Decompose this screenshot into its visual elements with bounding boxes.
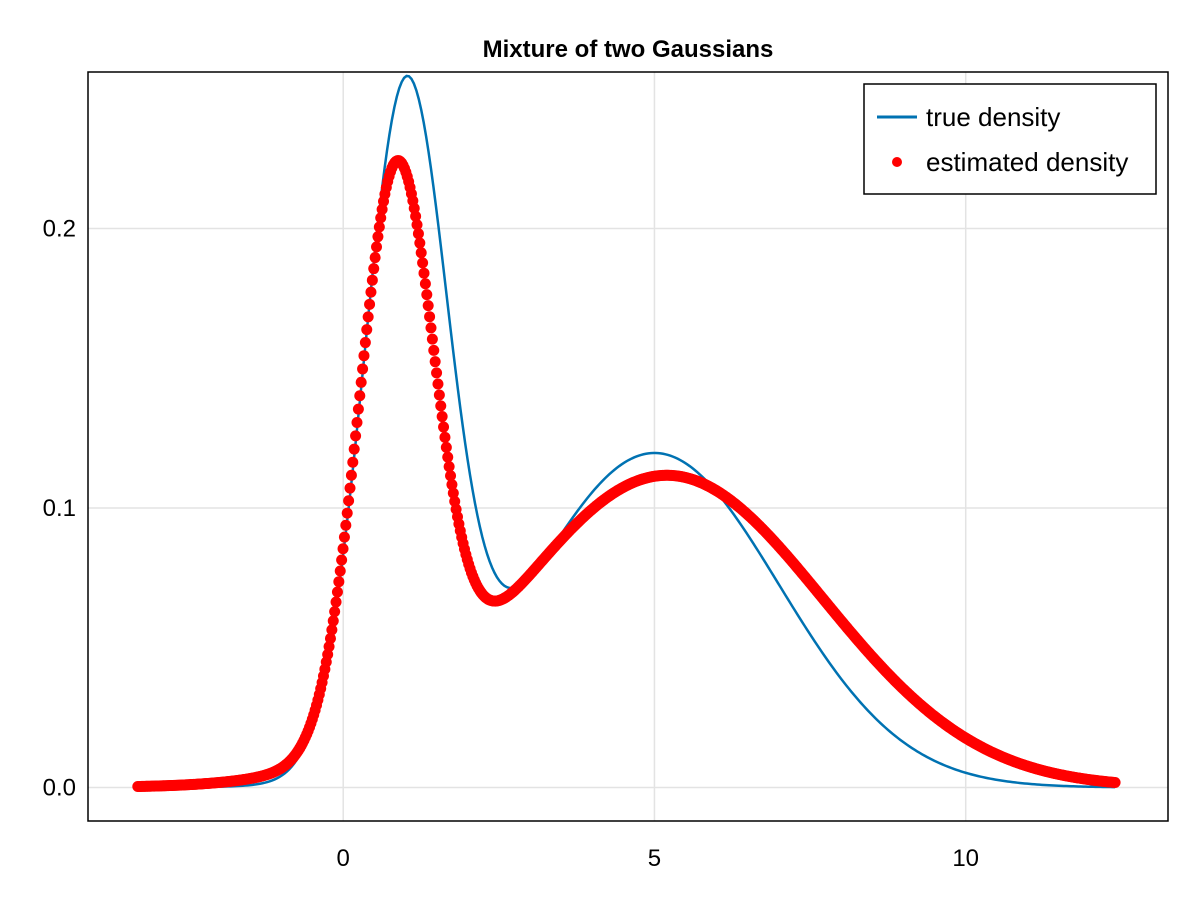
plot-series (132, 74, 1121, 792)
estimated-density-point (362, 311, 374, 323)
estimated-density-point (445, 470, 457, 482)
estimated-density-point (443, 461, 455, 473)
legend-label-true-density: true density (926, 102, 1060, 132)
estimated-density-point (369, 252, 381, 264)
estimated-density-point (347, 456, 359, 468)
estimated-density-point (351, 417, 363, 429)
plot-frame (87, 71, 1169, 822)
estimated-density-point (1109, 777, 1121, 789)
estimated-density-point (350, 430, 362, 442)
estimated-density-point (442, 451, 454, 463)
estimated-density-point (344, 482, 356, 494)
estimated-density-point (357, 363, 369, 375)
y-tick-label: 0.2 (43, 216, 76, 243)
estimated-density-point (412, 228, 424, 240)
estimated-density-point (422, 300, 434, 312)
estimated-density-point (331, 586, 343, 598)
estimated-density-point (368, 263, 380, 275)
estimated-density-point (426, 333, 438, 345)
estimated-density-point (323, 641, 335, 653)
estimated-density-point (421, 289, 433, 301)
estimated-density-point (365, 286, 377, 298)
estimated-density-point (418, 267, 430, 279)
estimated-density-point (371, 241, 383, 253)
estimated-density-point (432, 378, 444, 390)
estimated-density-point (336, 554, 348, 566)
estimated-density-point (364, 298, 376, 310)
grid-lines (88, 72, 1168, 821)
estimated-density-point (327, 615, 339, 627)
y-tick-label: 0.0 (43, 774, 76, 801)
estimated-density-point (352, 403, 364, 415)
estimated-density-point (355, 376, 367, 388)
estimated-density-point (436, 411, 448, 423)
series-estimated-density (132, 155, 1121, 792)
estimated-density-point (431, 367, 443, 379)
legend: true density estimated density (863, 83, 1157, 195)
estimated-density-point (337, 543, 349, 555)
estimated-density-point (329, 606, 341, 618)
estimated-density-point (447, 487, 459, 499)
estimated-density-point (438, 421, 450, 433)
estimated-density-point (433, 389, 445, 401)
estimated-density-point (341, 507, 353, 519)
y-tick-label: 0.1 (43, 495, 76, 522)
estimated-density-point (358, 350, 370, 362)
estimated-density-point (340, 519, 352, 531)
estimated-density-point (345, 469, 357, 481)
estimated-density-point (410, 210, 422, 222)
estimated-density-point (419, 278, 431, 290)
x-tick-label: 0 (337, 845, 350, 872)
chart-title: Mixture of two Gaussians (483, 36, 774, 63)
axis-ticks: 0 5 10 0.0 0.1 0.2 (43, 216, 979, 872)
estimated-density-point (333, 576, 345, 588)
estimated-density-point (425, 322, 437, 334)
estimated-density-point (354, 390, 366, 402)
estimated-density-point (373, 221, 385, 233)
estimated-density-point (429, 356, 441, 368)
estimated-density-point (338, 531, 350, 543)
estimated-density-point (326, 624, 338, 636)
estimated-density-point (424, 311, 436, 323)
estimated-density-point (428, 344, 440, 356)
estimated-density-point (330, 596, 342, 608)
legend-box (863, 83, 1157, 195)
estimated-density-point (372, 231, 384, 243)
estimated-density-point (414, 237, 426, 249)
estimated-density-point (446, 479, 458, 491)
estimated-density-point (359, 337, 371, 349)
estimated-density-point (343, 495, 355, 507)
estimated-density-point (440, 441, 452, 453)
legend-swatch-estimated-density (892, 157, 902, 167)
estimated-density-point (334, 565, 346, 577)
estimated-density-point (361, 324, 373, 336)
legend-label-estimated-density: estimated density (926, 147, 1128, 177)
estimated-density-point (366, 274, 378, 286)
estimated-density-point (439, 431, 451, 443)
estimated-density-point (348, 443, 360, 455)
estimated-density-point (415, 247, 427, 259)
estimated-density-point (435, 400, 447, 412)
estimated-density-point (411, 219, 423, 231)
estimated-density-point (417, 257, 429, 269)
estimated-density-point (375, 212, 387, 224)
x-tick-label: 10 (952, 845, 979, 872)
x-tick-label: 5 (648, 845, 661, 872)
estimated-density-point (324, 632, 336, 644)
